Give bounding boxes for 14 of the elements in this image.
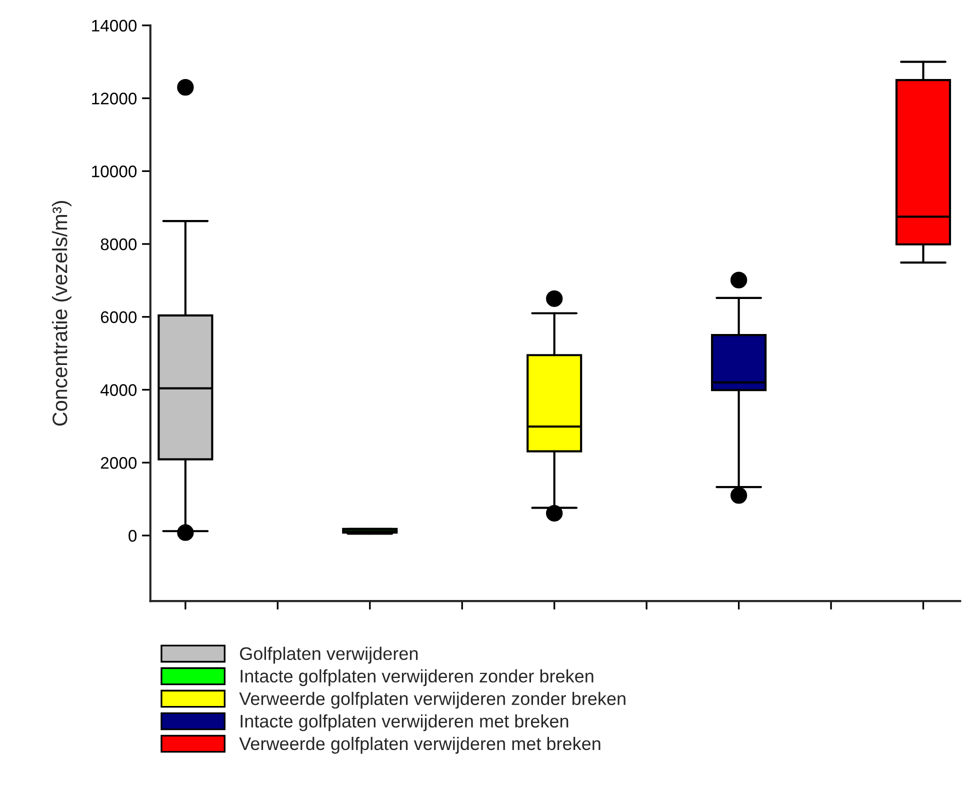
y-tick-label: 8000 <box>100 238 137 250</box>
legend-label: Golfplaten verwijderen <box>240 646 418 664</box>
y-tick-label: 12000 <box>92 92 137 104</box>
y-axis-title: Concentratie (vezels/m³) <box>52 201 72 426</box>
legend-label: Intacte golfplaten verwijderen zonder breken <box>240 669 594 686</box>
y-tick-label: 0 <box>128 530 137 542</box>
y-tick-label: 2000 <box>100 457 137 469</box>
y-tick-label: 14000 <box>92 20 137 32</box>
legend-label: Verweerde golfplaten verwijderen zonder breken <box>239 692 626 709</box>
y-tick-label: 4000 <box>100 384 137 396</box>
y-tick-label: 10000 <box>92 166 137 178</box>
legend-label: Intacte golfplaten verwijderen met breken <box>240 714 568 732</box>
y-tick-label: 6000 <box>100 311 137 324</box>
legend-label: Verweerde golfplaten verwijderen met breken <box>239 736 600 754</box>
